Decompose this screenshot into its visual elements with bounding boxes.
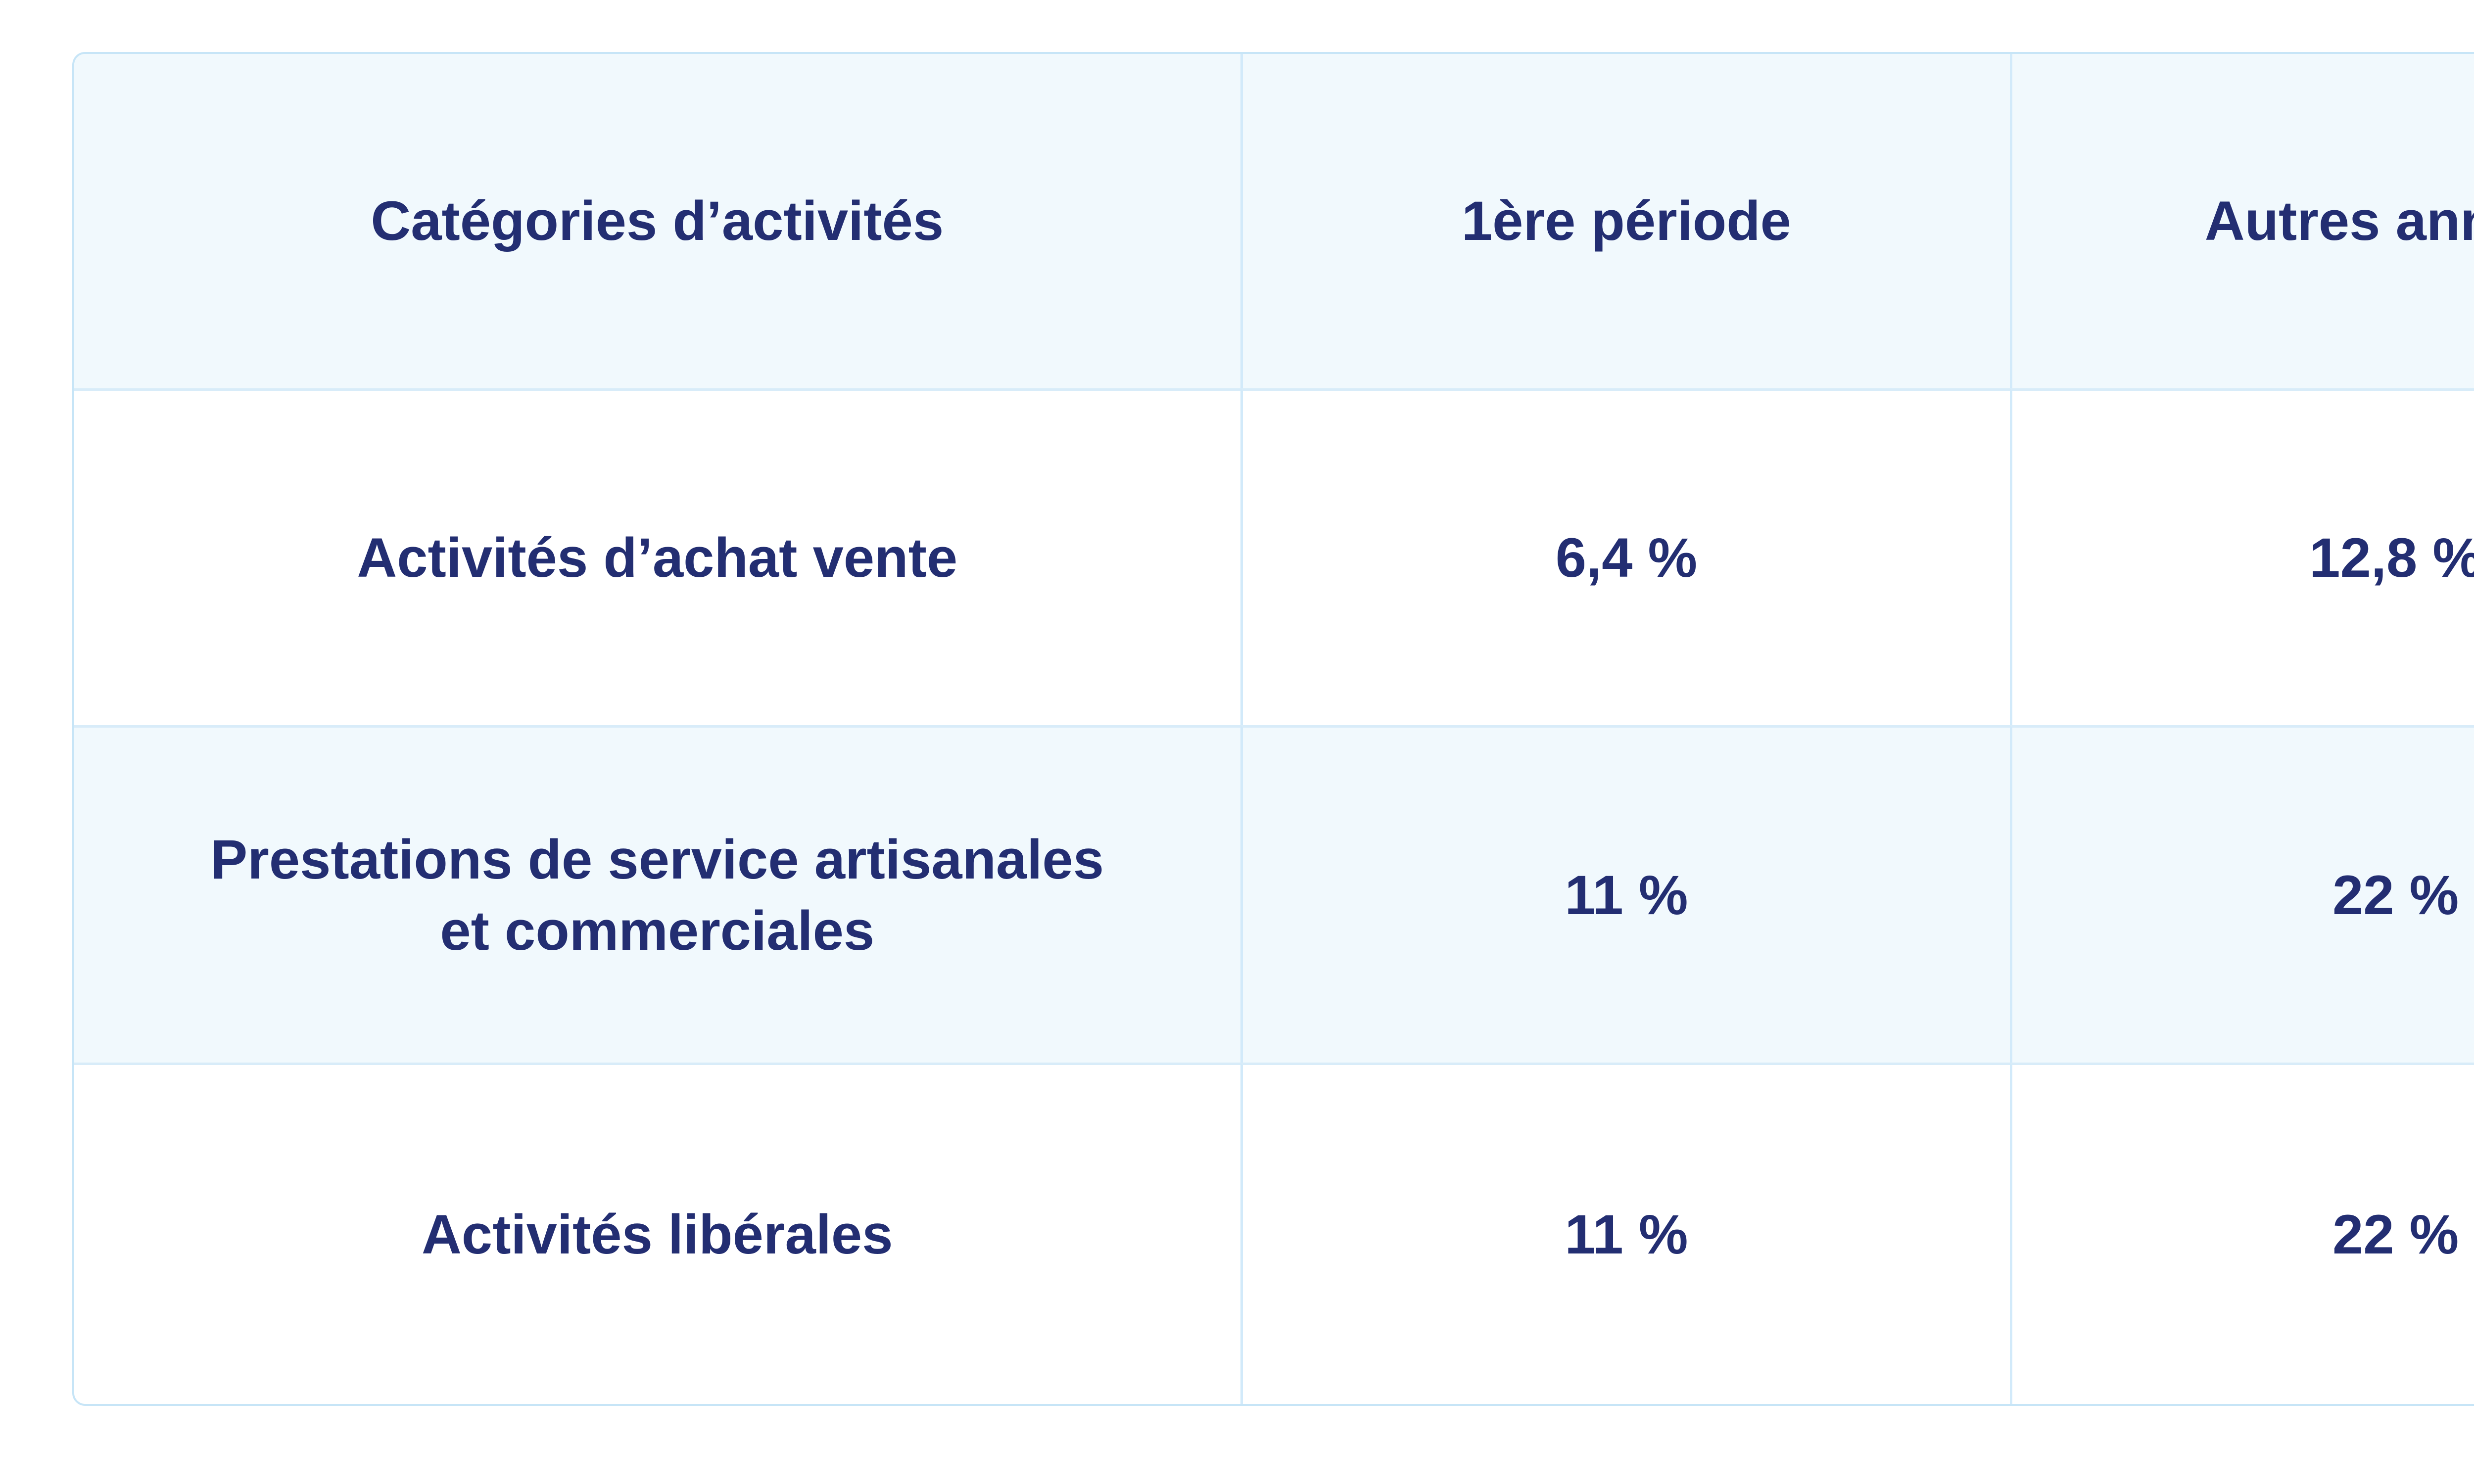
cell-periode1-value: 6,4 % xyxy=(1240,388,2010,725)
autres-value: 22 % xyxy=(2332,864,2459,926)
header-label-autres-annees: Autres années xyxy=(2204,190,2474,252)
category-label: Prestations de service artisanales et co… xyxy=(210,829,1104,962)
cell-category: Prestations de service artisanales et co… xyxy=(74,725,1240,1063)
autres-value: 12,8 % xyxy=(2309,527,2474,589)
header-cell-premiere-periode: 1ère période xyxy=(1240,54,2010,388)
cell-autres-value: 22 % xyxy=(2010,1063,2474,1404)
cell-category: Activités libérales xyxy=(74,1063,1240,1404)
cell-periode1-value: 11 % xyxy=(1240,725,2010,1063)
category-label: Activités libérales xyxy=(422,1203,893,1265)
cell-category: Activités d’achat vente xyxy=(74,388,1240,725)
periode1-value: 6,4 % xyxy=(1555,527,1698,589)
periode1-value: 11 % xyxy=(1565,1203,1688,1265)
header-label-categories: Catégories d’activités xyxy=(371,190,944,252)
periode1-value: 11 % xyxy=(1565,864,1688,926)
autres-value: 22 % xyxy=(2332,1203,2459,1265)
rates-table: Catégories d’activités 1ère période Autr… xyxy=(72,52,2474,1406)
cell-periode1-value: 11 % xyxy=(1240,1063,2010,1404)
cell-autres-value: 12,8 % xyxy=(2010,388,2474,725)
header-label-premiere-periode: 1ère période xyxy=(1461,190,1791,252)
header-cell-categories: Catégories d’activités xyxy=(74,54,1240,388)
header-cell-autres-annees: Autres années xyxy=(2010,54,2474,388)
cell-autres-value: 22 % xyxy=(2010,725,2474,1063)
category-label: Activités d’achat vente xyxy=(357,527,958,589)
